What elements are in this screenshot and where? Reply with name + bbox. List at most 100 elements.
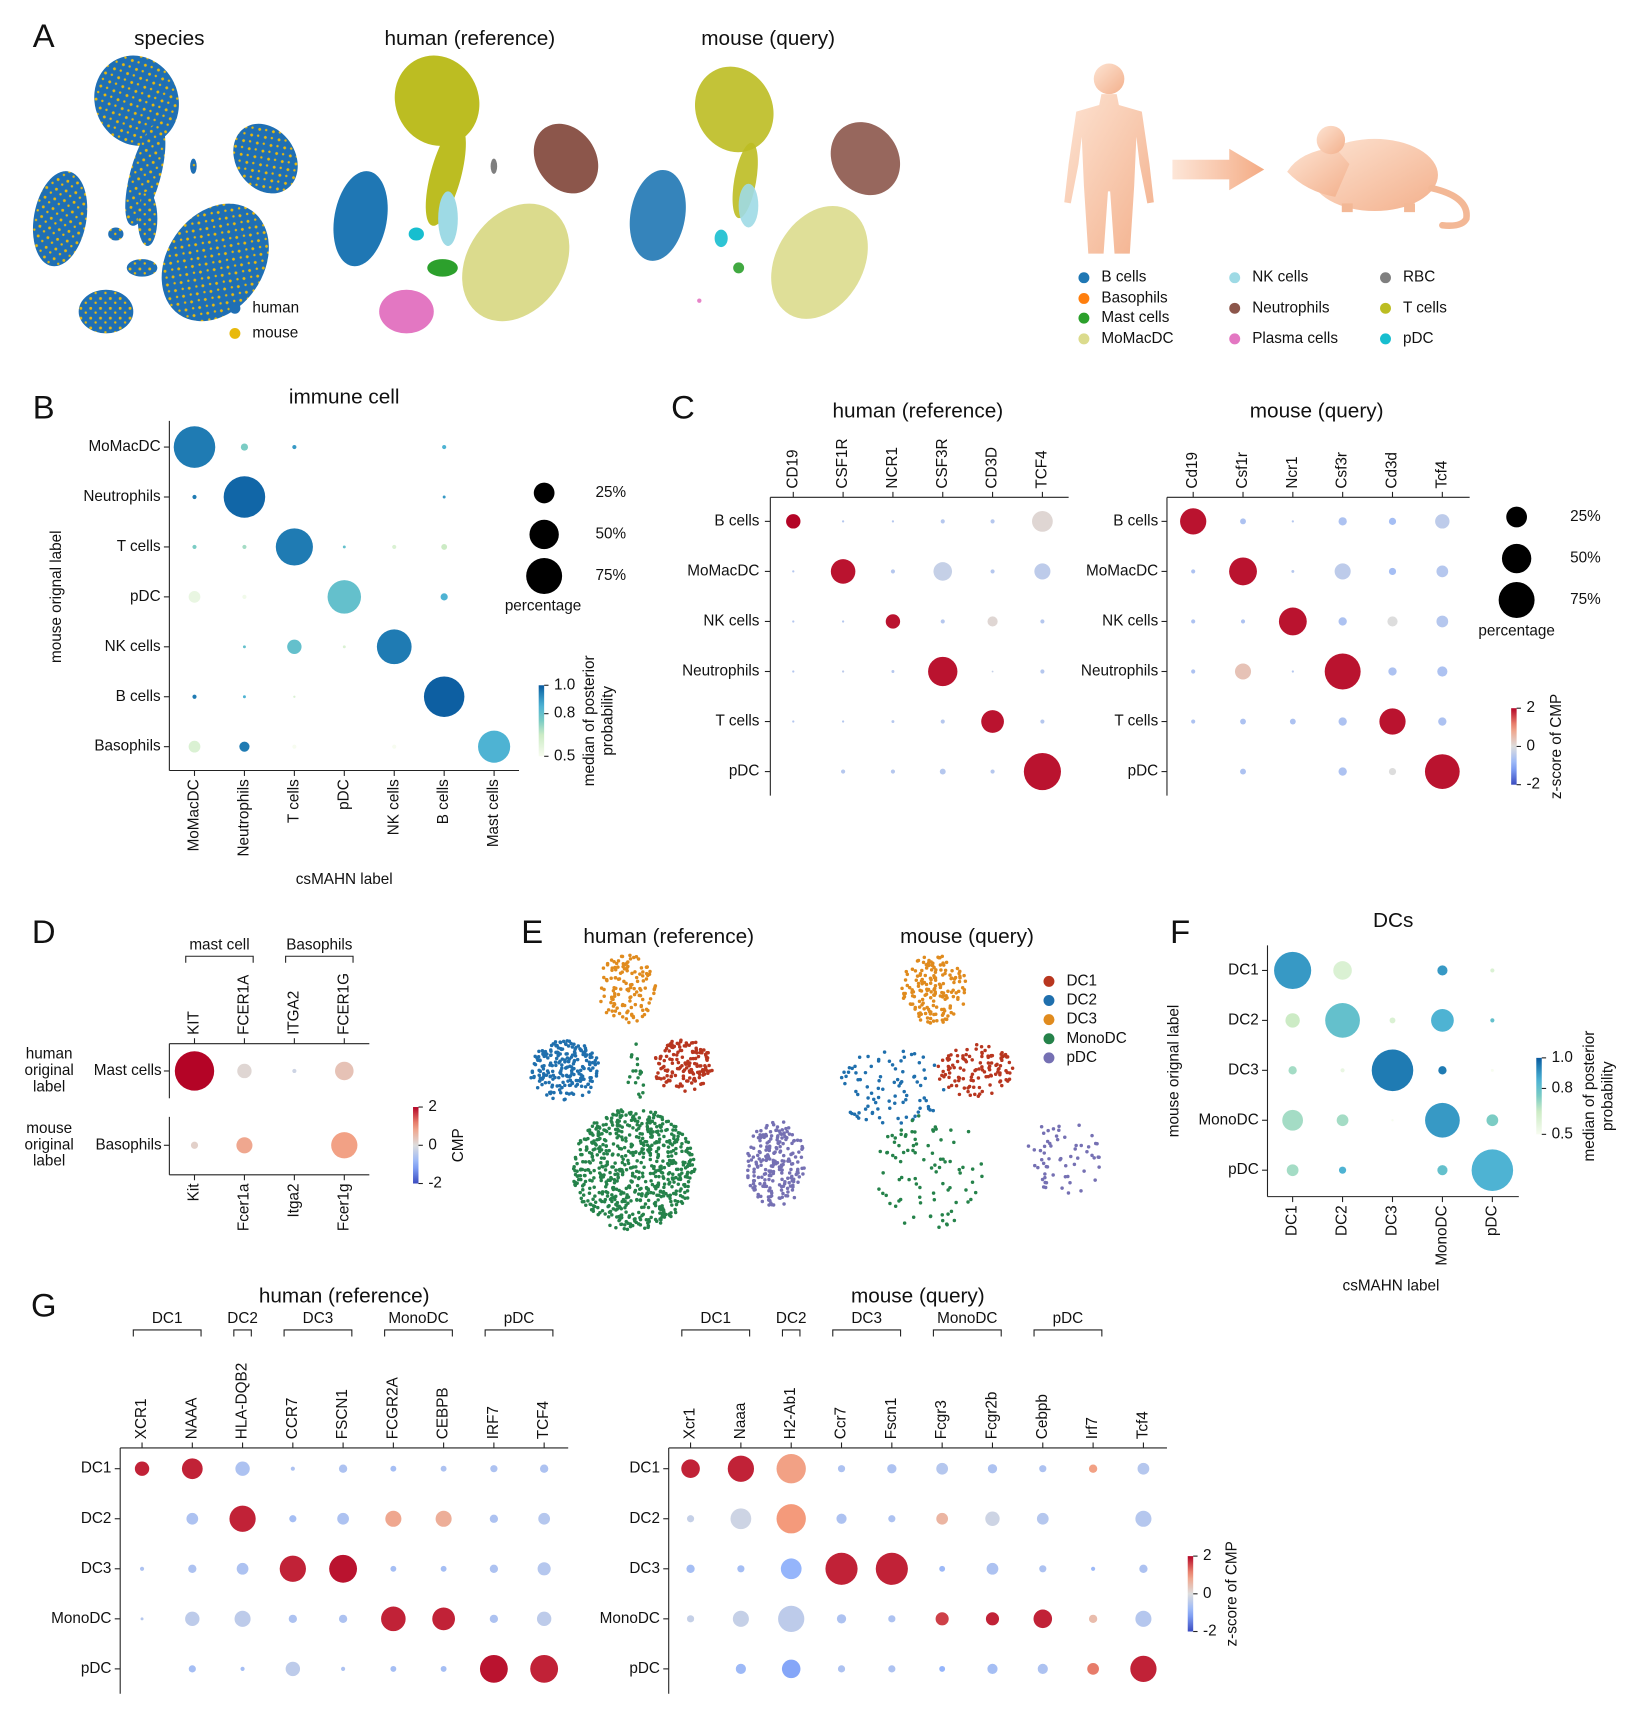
dot (289, 1515, 297, 1523)
cell-dot (775, 1138, 779, 1142)
dot (891, 520, 895, 523)
cell-dot (922, 1007, 926, 1011)
cell-dot (640, 1141, 645, 1146)
dot (1039, 1565, 1047, 1573)
cell-dot (673, 1207, 677, 1212)
cell-dot (918, 1195, 922, 1199)
cell-dot (572, 1050, 577, 1054)
dot (1424, 754, 1460, 789)
cell-dot (690, 1169, 694, 1174)
cell-dot (548, 1063, 552, 1067)
cell-dot (853, 1064, 857, 1069)
cell-dot (941, 993, 946, 998)
cell-dot (626, 987, 631, 991)
cell-dot (616, 959, 621, 963)
cell-dot (786, 1190, 790, 1194)
cell-dot (918, 1201, 923, 1205)
cell-dot (751, 1146, 756, 1150)
dot (376, 629, 412, 665)
cell-dot (1079, 1189, 1083, 1193)
cell-dot (629, 1199, 633, 1203)
dot (1191, 719, 1196, 724)
cell-dot (932, 987, 936, 992)
cell-dot (590, 1124, 595, 1129)
cell-dot (691, 1157, 696, 1162)
cell-dot (641, 1155, 646, 1159)
cell-dot (893, 1136, 898, 1140)
cell-dot (667, 1212, 672, 1216)
cell-dot (938, 984, 943, 988)
cell-dot (634, 1165, 638, 1169)
cell-dot (611, 1207, 616, 1211)
cell-dot (610, 1123, 615, 1127)
legend-label: MonoDC (1066, 1030, 1126, 1047)
cell-dot (1063, 1135, 1067, 1140)
cell-dot (949, 1128, 953, 1132)
cell-dot (900, 986, 904, 991)
cell-dot (649, 1110, 653, 1114)
cell-dot (695, 1064, 699, 1068)
x-tick-label: Csf1r (1234, 452, 1251, 489)
size-legend-title: percentage (1478, 623, 1554, 640)
cell-dot (685, 1196, 690, 1200)
cell-dot (653, 984, 658, 988)
y-tick-label: pDC (629, 1660, 660, 1677)
cell-dot (532, 1062, 537, 1066)
cell-dot (666, 1154, 671, 1159)
size-legend-dot (526, 558, 563, 594)
cell-dot (778, 1149, 783, 1153)
legend-marker (1078, 292, 1090, 304)
cell-dot (778, 1144, 782, 1149)
cell-dot (856, 1092, 860, 1097)
cell-dot (1058, 1157, 1062, 1162)
dot (1036, 1512, 1049, 1525)
cell-dot (612, 1013, 616, 1018)
cell-dot (1073, 1147, 1077, 1151)
cell-dot (649, 1190, 653, 1195)
cell-dot (979, 1045, 984, 1049)
cell-dot (619, 1213, 623, 1218)
cell-dot (947, 1085, 951, 1090)
cell-dot (780, 1177, 784, 1182)
cell-dot (946, 1067, 951, 1072)
y-axis-title: mouse orignal label (1166, 1005, 1183, 1138)
cell-dot (644, 1194, 648, 1198)
cell-dot (941, 1087, 946, 1092)
cell-dot (632, 992, 637, 997)
cell-dot (1086, 1145, 1091, 1149)
cell-dot (1008, 1071, 1012, 1075)
cell-dot (899, 1059, 903, 1063)
cell-dot (919, 1012, 924, 1017)
y-tick-label: B cells (1113, 512, 1158, 529)
cell-dot (674, 1146, 678, 1151)
colorbar (413, 1107, 419, 1184)
cluster (425, 124, 466, 226)
cell-dot (930, 1151, 935, 1155)
cell-dot (600, 1190, 605, 1194)
cell-dot (870, 1110, 875, 1115)
dot (1278, 607, 1307, 636)
cell-dot (614, 1225, 618, 1230)
cell-dot (632, 1217, 637, 1222)
dot (1288, 1066, 1297, 1075)
cell-dot (783, 1134, 787, 1139)
dot (990, 569, 995, 574)
cell-dot (593, 1142, 598, 1146)
cell-dot (998, 1079, 1003, 1083)
cell-dot (683, 1174, 688, 1179)
cell-dot (609, 1116, 614, 1120)
cell-dot (911, 1148, 915, 1153)
cell-dot (998, 1063, 1003, 1068)
cell-dot (781, 1191, 785, 1196)
dot (737, 1565, 745, 1573)
cell-dot (790, 1132, 795, 1137)
cell-dot (916, 981, 921, 986)
cell-dot (844, 1074, 848, 1079)
cell-dot (671, 1052, 676, 1057)
cell-dot (789, 1167, 793, 1172)
cell-dot (637, 1210, 641, 1215)
cell-dot (594, 1074, 599, 1078)
cell-dot (911, 1143, 916, 1148)
cell-dot (579, 1196, 584, 1201)
